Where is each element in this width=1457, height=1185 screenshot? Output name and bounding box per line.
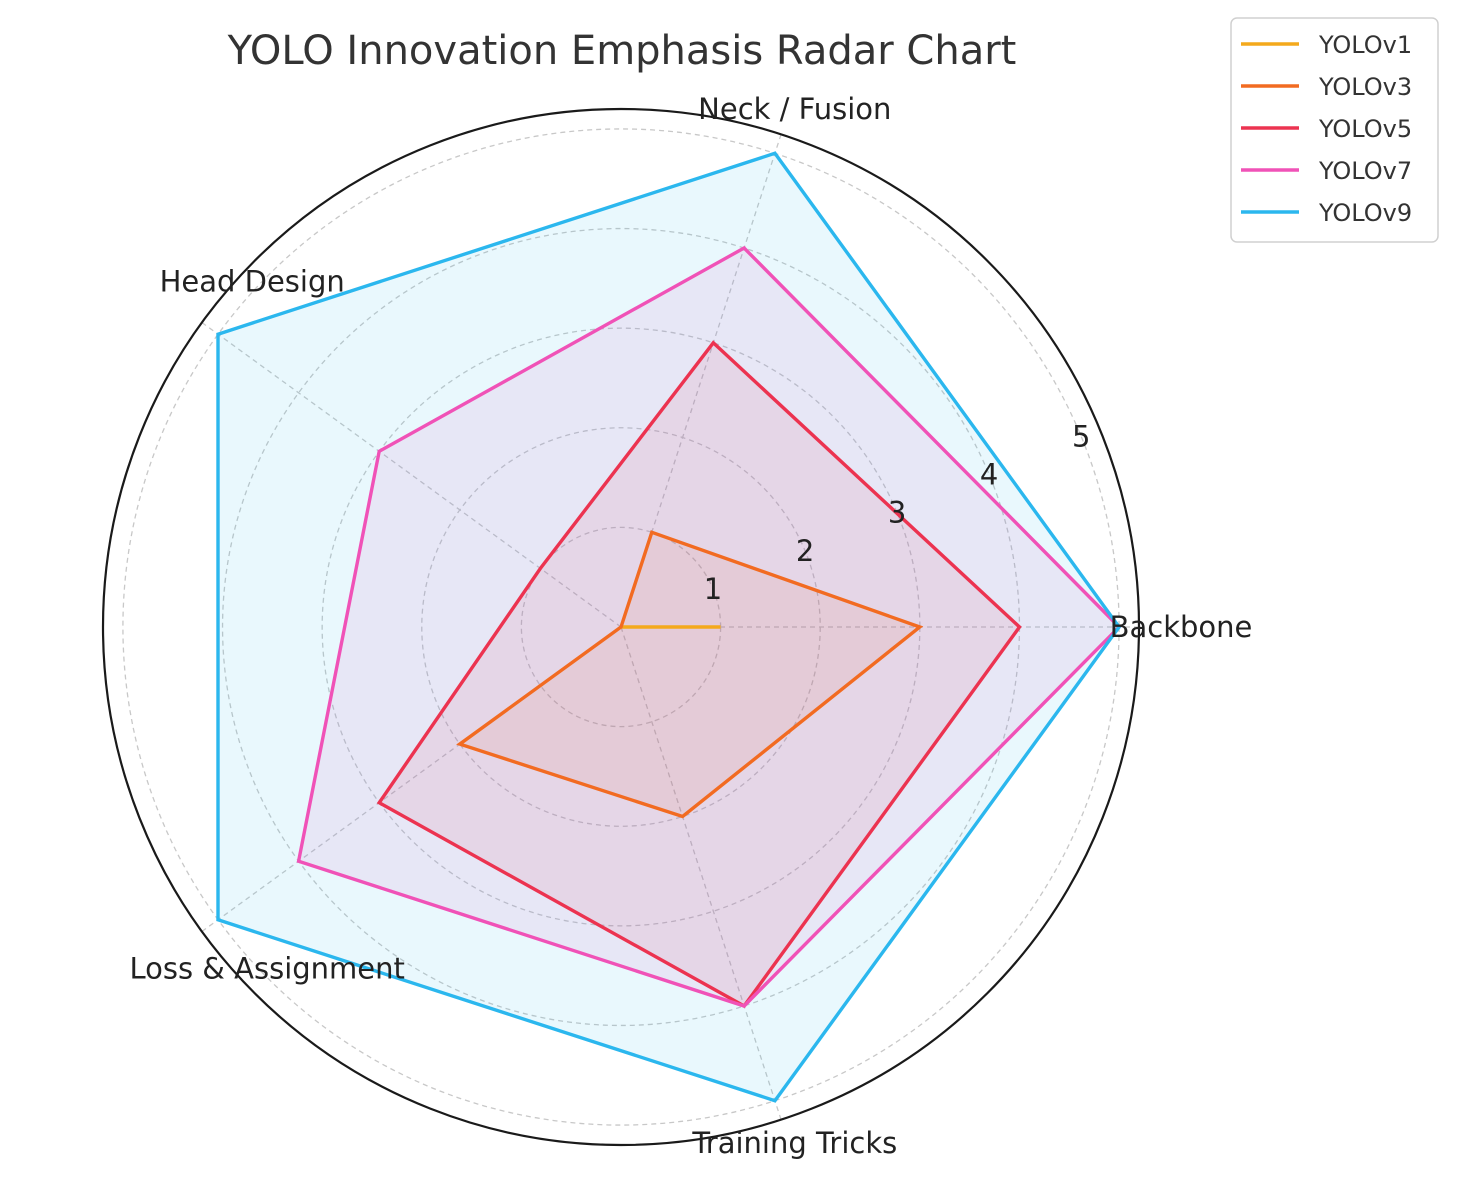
axis-label-1: Neck / Fusion — [698, 92, 891, 126]
legend-label-yolov9: YOLOv9 — [1318, 199, 1412, 227]
series-line-yolov7 — [296, 245, 1122, 1008]
axis-label-4: Training Tricks — [691, 1126, 897, 1160]
chart-title: YOLO Innovation Emphasis Radar Chart — [227, 28, 1017, 74]
axis-label-2: Head Design — [160, 265, 345, 299]
series-line-yolov9 — [216, 151, 1122, 1103]
legend-label-yolov1: YOLOv1 — [1318, 31, 1412, 59]
series-line-yolov3 — [456, 530, 924, 819]
label-layer: 1 2 3 4 5 Backbone Neck / Fusion Head Design Los… — [129, 92, 1252, 1160]
legend-label-yolov3: YOLOv3 — [1318, 73, 1412, 101]
rtick-label-1: 1 — [704, 572, 722, 606]
outer-frame — [101, 107, 1141, 1147]
legend: YOLOv1 YOLOv3 YOLOv5 YOLOv7 YOLOv9 — [1230, 17, 1439, 243]
series-line-yolov5 — [376, 340, 1022, 1009]
legend-label-yolov7: YOLOv7 — [1318, 157, 1412, 185]
axis-label-3: Loss & Assignment — [129, 952, 404, 986]
rtick-label-3: 3 — [888, 496, 906, 530]
series-fill-yolov3 — [459, 532, 920, 817]
series-layer — [216, 151, 1122, 1103]
legend-box — [1230, 17, 1439, 243]
series-fill-yolov5 — [379, 342, 1020, 1006]
rtick-label-4: 4 — [980, 458, 998, 492]
rtick-label-5: 5 — [1072, 419, 1090, 453]
legend-label-yolov5: YOLOv5 — [1318, 115, 1412, 143]
rtick-label-2: 2 — [796, 534, 814, 568]
axis-label-0: Backbone — [1110, 610, 1253, 644]
